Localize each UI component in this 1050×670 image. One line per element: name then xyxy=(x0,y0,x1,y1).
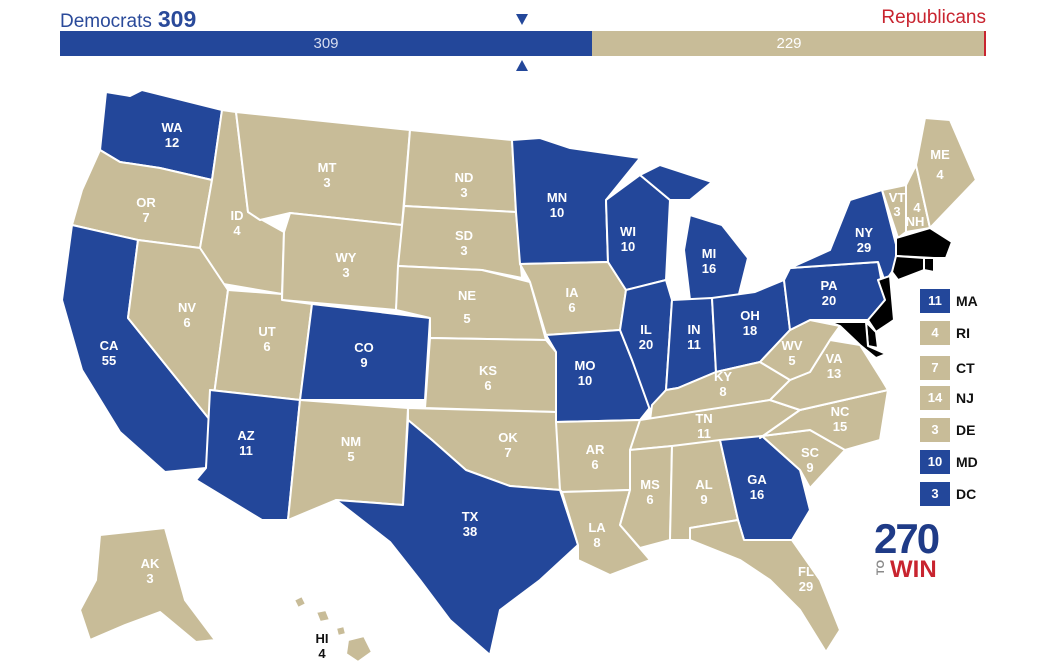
state-label-ms: MS 6 xyxy=(640,477,660,507)
small-state-abbr: DE xyxy=(956,422,976,438)
majority-marker-bottom-icon xyxy=(516,60,528,71)
republicans-label: Republicans xyxy=(881,7,986,28)
state-ri[interactable] xyxy=(923,257,935,273)
state-label-ny: NY 29 xyxy=(855,225,873,255)
state-label-in: IN 11 xyxy=(687,322,701,352)
state-tx[interactable] xyxy=(335,419,579,656)
small-state-ev-box[interactable]: 10 xyxy=(920,450,950,474)
state-label-nc: NC 15 xyxy=(831,404,850,434)
state-label-wi: WI 10 xyxy=(620,224,636,254)
small-state-abbr: DC xyxy=(956,486,977,502)
republicans-bar-segment: 229 xyxy=(776,35,802,52)
state-ut[interactable] xyxy=(209,289,313,401)
state-label-ar: AR 6 xyxy=(586,442,605,472)
state-label-oh: OH 18 xyxy=(740,308,760,338)
small-state-row[interactable]: 14 NJ xyxy=(920,386,1010,410)
state-label-ak: AK 3 xyxy=(141,556,160,586)
small-state-ev-box[interactable]: 3 xyxy=(920,418,950,442)
state-label-ia: IA 6 xyxy=(566,285,580,315)
state-label-id: ID 4 xyxy=(231,208,244,238)
state-label-wa: WA 12 xyxy=(162,120,184,150)
state-label-me: ME 4 xyxy=(930,147,950,182)
state-ct[interactable] xyxy=(891,255,925,281)
state-label-ok: OK 7 xyxy=(498,430,518,460)
state-label-vt: VT 3 xyxy=(889,190,906,219)
small-state-abbr: CT xyxy=(956,360,975,376)
majority-marker-top-icon xyxy=(516,14,528,25)
state-label-ut: UT 6 xyxy=(258,324,275,354)
state-label-la: LA 8 xyxy=(588,520,606,550)
state-label-fl: FL 29 xyxy=(798,564,814,594)
state-hi[interactable] xyxy=(293,595,373,663)
state-label-mt: MT 3 xyxy=(318,160,337,190)
state-label-al: AL 9 xyxy=(695,477,712,507)
270towin-logo[interactable]: 270 TO WIN xyxy=(874,518,944,582)
electoral-vote-bar: 309 229 xyxy=(60,31,986,56)
state-label-wy: WY 3 xyxy=(336,250,357,280)
state-md[interactable] xyxy=(829,321,887,359)
democrats-label: Democrats xyxy=(60,11,152,32)
small-state-abbr: NJ xyxy=(956,390,974,406)
state-fl[interactable] xyxy=(689,519,841,653)
small-state-abbr: MA xyxy=(956,293,978,309)
republicans-bar-edge xyxy=(984,31,986,56)
small-state-abbr: MD xyxy=(956,454,978,470)
state-wy[interactable] xyxy=(281,212,403,311)
state-label-ca: CA 55 xyxy=(100,338,119,368)
small-state-ev-box[interactable]: 3 xyxy=(920,482,950,506)
state-label-pa: PA 20 xyxy=(820,278,838,308)
state-label-ky: KY 8 xyxy=(714,369,732,399)
logo-win: WIN xyxy=(890,556,937,583)
state-me[interactable] xyxy=(915,117,977,229)
logo-to: TO xyxy=(875,560,887,576)
small-state-row[interactable]: 10 MD xyxy=(920,450,1010,474)
small-state-row[interactable]: 3 DE xyxy=(920,418,1010,442)
state-label-ks: KS 6 xyxy=(479,363,497,393)
state-label-sc: SC 9 xyxy=(801,445,820,475)
state-label-va: VA 13 xyxy=(825,351,843,381)
small-state-row[interactable]: 3 DC xyxy=(920,482,1010,506)
state-label-nm: NM 5 xyxy=(341,434,361,464)
state-label-wv: WV 5 xyxy=(782,338,803,368)
democrats-total: 309 xyxy=(157,6,197,32)
state-label-nd: ND 3 xyxy=(455,170,474,200)
small-state-ev-box[interactable]: 4 xyxy=(920,321,950,345)
state-label-nv: NV 6 xyxy=(178,300,196,330)
small-state-ev-box[interactable]: 7 xyxy=(920,356,950,380)
small-state-row[interactable]: 11 MA xyxy=(920,289,1010,313)
state-ak[interactable] xyxy=(79,527,216,643)
small-state-abbr: RI xyxy=(956,325,970,341)
state-label-mo: MO 10 xyxy=(575,358,596,388)
logo-number: 270 xyxy=(874,515,940,562)
state-label-mi: MI 16 xyxy=(702,246,716,276)
state-label-sd: SD 3 xyxy=(455,228,473,258)
state-label-ga: GA 16 xyxy=(747,472,767,502)
state-label-il: IL 20 xyxy=(639,322,653,352)
democrats-title: Democrats 309 xyxy=(60,6,196,33)
state-label-or: OR 7 xyxy=(136,195,156,225)
state-label-az: AZ 11 xyxy=(237,428,254,458)
state-label-ne: NE 5 xyxy=(458,288,476,326)
state-label-co: CO 9 xyxy=(354,340,374,370)
state-label-mn: MN 10 xyxy=(547,190,567,220)
state-ny[interactable] xyxy=(789,189,901,283)
small-state-ev-box[interactable]: 14 xyxy=(920,386,950,410)
small-state-row[interactable]: 7 CT xyxy=(920,356,1010,380)
state-label-tn: TN 11 xyxy=(695,411,712,441)
scoreboard-header: Democrats 309 Republicans xyxy=(60,4,986,33)
state-label-hi: HI 4 xyxy=(316,631,329,661)
democrats-bar-segment: 309 xyxy=(60,31,592,56)
state-label-tx: TX 38 xyxy=(462,509,479,539)
small-state-ev-box[interactable]: 11 xyxy=(920,289,950,313)
state-label-nh: 4 NH xyxy=(906,200,925,229)
small-state-row[interactable]: 4 RI xyxy=(920,321,1010,345)
